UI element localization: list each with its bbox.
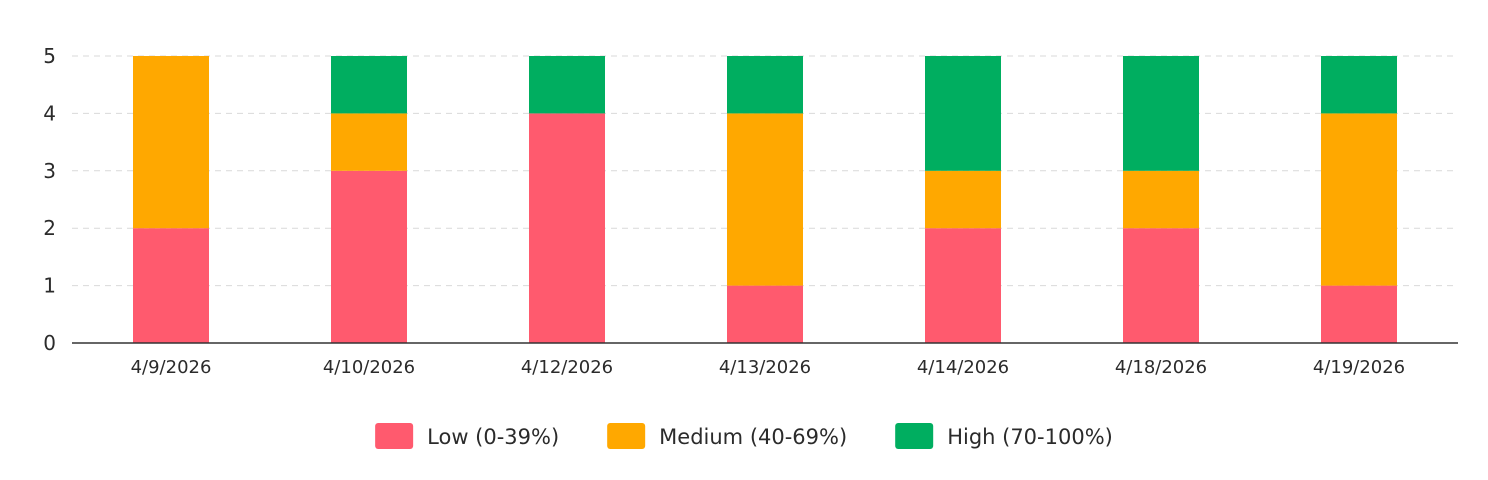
bar-segment[interactable] xyxy=(925,170,1001,229)
legend-item[interactable]: Medium (40-69%) xyxy=(607,423,847,449)
bar-segment[interactable] xyxy=(133,228,209,343)
x-tick-label: 4/18/2026 xyxy=(1115,357,1207,378)
y-axis-tick-labels: 0 1 2 3 4 5 xyxy=(43,44,56,355)
bar-segment[interactable] xyxy=(925,228,1001,343)
x-tick-label: 4/19/2026 xyxy=(1313,357,1405,378)
y-tick-label: 1 xyxy=(43,274,56,298)
bar-segment[interactable] xyxy=(727,113,803,286)
y-tick-label: 0 xyxy=(43,331,56,355)
bars xyxy=(133,56,1397,344)
legend-swatch xyxy=(375,423,414,449)
x-tick-label: 4/12/2026 xyxy=(521,357,613,378)
legend-swatch xyxy=(895,423,934,449)
legend-label: Low (0-39%) xyxy=(427,425,559,449)
bar-segment[interactable] xyxy=(727,285,803,343)
y-tick-label: 3 xyxy=(43,159,56,183)
bar-segment[interactable] xyxy=(925,56,1001,171)
bar-segment[interactable] xyxy=(331,170,407,343)
legend-label: Medium (40-69%) xyxy=(659,425,847,449)
legend-swatch xyxy=(607,423,646,449)
bar-segment[interactable] xyxy=(1321,285,1397,343)
legend[interactable]: Low (0-39%) Medium (40-69%) High (70-100%) xyxy=(375,423,1113,449)
bar-segment[interactable] xyxy=(529,113,605,344)
bar-segment[interactable] xyxy=(1123,228,1199,343)
x-tick-label: 4/13/2026 xyxy=(719,357,811,378)
x-tick-label: 4/9/2026 xyxy=(131,357,212,378)
bar-segment[interactable] xyxy=(331,113,407,171)
bar-segment[interactable] xyxy=(1123,56,1199,171)
x-tick-label: 4/14/2026 xyxy=(917,357,1009,378)
bar-segment[interactable] xyxy=(727,56,803,114)
legend-item[interactable]: High (70-100%) xyxy=(895,423,1113,449)
bar-segment[interactable] xyxy=(331,56,407,114)
x-axis-tick-labels: 4/9/2026 4/10/2026 4/12/2026 4/13/2026 4/14/… xyxy=(131,357,1406,378)
y-tick-label: 5 xyxy=(43,44,56,68)
bar-segment[interactable] xyxy=(1321,56,1397,114)
bar-segment[interactable] xyxy=(133,56,209,229)
y-tick-label: 4 xyxy=(43,101,56,125)
legend-item[interactable]: Low (0-39%) xyxy=(375,423,559,449)
bar-segment[interactable] xyxy=(1321,113,1397,286)
bar-segment[interactable] xyxy=(1123,170,1199,229)
y-tick-label: 2 xyxy=(43,216,56,240)
legend-label: High (70-100%) xyxy=(947,425,1113,449)
bar-segment[interactable] xyxy=(529,56,605,114)
x-tick-label: 4/10/2026 xyxy=(323,357,415,378)
